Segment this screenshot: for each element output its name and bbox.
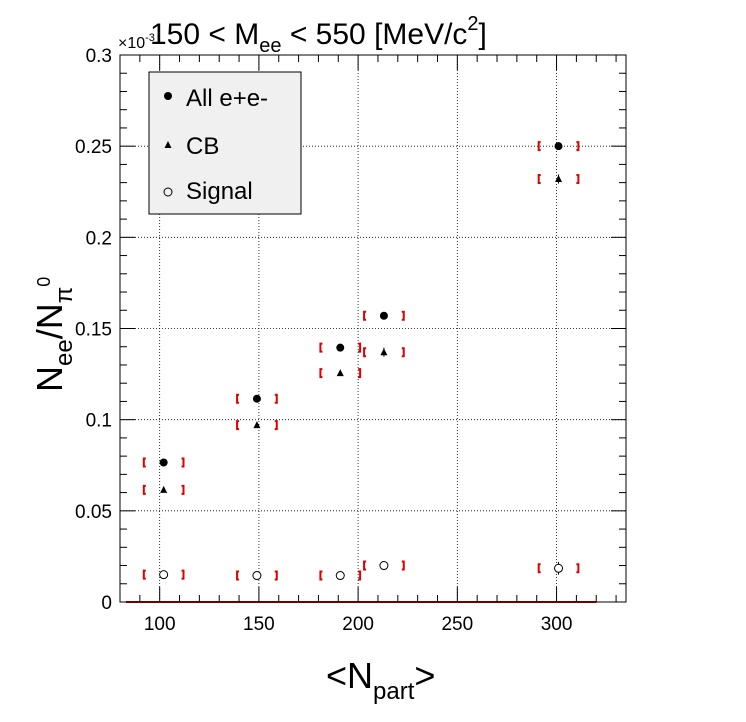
- chart-title: 150 < Mee < 550 [MeV/c2]: [150, 13, 487, 57]
- data-point-0-0: [142, 457, 185, 468]
- x-axis-label-end: >: [414, 655, 435, 696]
- sys-bracket-right: [576, 141, 580, 152]
- y-exponent-power: -3: [145, 32, 155, 44]
- sys-bracket-right: [181, 484, 185, 495]
- sys-bracket-right: [274, 393, 278, 404]
- marker-open-circle: [252, 571, 262, 581]
- data-point-0-1: [236, 393, 278, 404]
- y-tick-label-4: 0.2: [86, 228, 112, 249]
- marker-filled-circle: [336, 343, 345, 352]
- data-point-1-2: [319, 368, 362, 379]
- sys-bracket-right: [358, 368, 362, 379]
- sys-bracket-right: [401, 310, 405, 321]
- data-point-1-1: [236, 420, 278, 431]
- marker-triangle: [253, 421, 261, 429]
- data-points: [142, 141, 580, 581]
- marker-open-circle: [554, 563, 564, 573]
- sys-bracket-right: [358, 342, 362, 353]
- y-tick-label-0: 0: [101, 593, 112, 614]
- marker-filled-circle: [379, 311, 388, 320]
- marker-filled-circle: [159, 458, 168, 467]
- data-point-2-2: [319, 570, 362, 581]
- y-label-subscript-2: π: [51, 287, 78, 304]
- x-axis-label: <Npart>: [326, 655, 435, 705]
- legend-box: [148, 71, 302, 215]
- x-tick-label-150: 150: [243, 614, 275, 635]
- y-tick-label-5: 0.25: [75, 137, 112, 158]
- data-point-1-4: [537, 173, 580, 184]
- sys-bracket-left: [319, 368, 323, 379]
- y-tick-label-6: 0.3: [86, 46, 112, 67]
- legend-marker-cb: [164, 141, 172, 148]
- marker-triangle: [555, 174, 563, 182]
- marker-filled-circle: [252, 394, 261, 403]
- marker-open-circle: [159, 570, 169, 580]
- sys-bracket-right: [576, 563, 580, 574]
- legend-label-signal: Signal: [186, 178, 253, 205]
- sys-bracket-left: [363, 310, 367, 321]
- title-subscript: ee: [259, 35, 281, 57]
- y-label-slash: /N: [29, 303, 70, 339]
- sys-bracket-right: [401, 560, 405, 571]
- sys-bracket-left: [537, 141, 541, 152]
- sys-bracket-left: [236, 393, 240, 404]
- x-tick-label-200: 200: [342, 614, 374, 635]
- sys-bracket-right: [274, 570, 278, 581]
- legend: All e+e- CB Signal: [148, 71, 302, 215]
- marker-filled-circle: [554, 142, 563, 151]
- x-axis-label-subscript: part: [373, 678, 415, 705]
- sys-bracket-right: [358, 570, 362, 581]
- title-end: ]: [479, 18, 487, 51]
- legend-marker-all: [164, 92, 172, 100]
- sys-bracket-right: [274, 420, 278, 431]
- grid-lines: [120, 55, 626, 602]
- y-label-subscript-1: ee: [51, 339, 78, 366]
- marker-triangle: [160, 485, 168, 493]
- data-point-0-2: [319, 342, 362, 353]
- sys-bracket-left: [363, 347, 367, 358]
- y-axis-label: Nee/Nπ0: [29, 277, 78, 392]
- y-exponent-label: ×10-3: [118, 32, 155, 52]
- title-middle: < 550 [MeV/c: [281, 18, 467, 51]
- x-tick-label-250: 250: [441, 614, 473, 635]
- marker-open-circle: [379, 561, 389, 571]
- data-point-0-3: [363, 310, 405, 321]
- marker-triangle: [380, 348, 388, 356]
- sys-bracket-left: [142, 457, 146, 468]
- legend-label-cb: CB: [186, 133, 219, 160]
- sys-bracket-left: [363, 560, 367, 571]
- x-tick-label-300: 300: [541, 614, 573, 635]
- y-tick-label-2: 0.1: [86, 411, 112, 432]
- title-superscript: 2: [467, 13, 478, 35]
- sys-bracket-left: [236, 570, 240, 581]
- data-point-2-1: [236, 570, 278, 581]
- legend-marker-signal: [163, 187, 173, 197]
- legend-label-all: All e+e-: [186, 85, 268, 112]
- sys-bracket-left: [236, 420, 240, 431]
- data-point-0-4: [537, 141, 580, 152]
- sys-bracket-left: [319, 570, 323, 581]
- data-point-2-0: [142, 569, 185, 580]
- data-point-2-4: [537, 561, 580, 575]
- sys-bracket-left: [142, 569, 146, 580]
- marker-open-circle: [335, 571, 345, 581]
- sys-bracket-right: [181, 569, 185, 580]
- sys-bracket-right: [401, 347, 405, 358]
- axes: 100 150 200 250 300 0 0.05 0.1 0.15 0.2 0.25 0.3: [75, 46, 626, 635]
- y-tick-label-3: 0.15: [75, 320, 112, 341]
- sys-bracket-left: [142, 484, 146, 495]
- sys-bracket-right: [576, 173, 580, 184]
- sys-bracket-right: [181, 457, 185, 468]
- data-point-1-0: [142, 484, 185, 495]
- data-point-1-3: [363, 347, 405, 358]
- sys-bracket-left: [537, 563, 541, 574]
- y-tick-label-1: 0.05: [75, 502, 112, 523]
- data-point-2-3: [363, 560, 405, 571]
- marker-triangle: [336, 369, 344, 377]
- sys-bracket-left: [319, 342, 323, 353]
- sys-bracket-left: [537, 173, 541, 184]
- x-tick-label-100: 100: [144, 614, 176, 635]
- y-label-superscript-2: 0: [34, 277, 54, 287]
